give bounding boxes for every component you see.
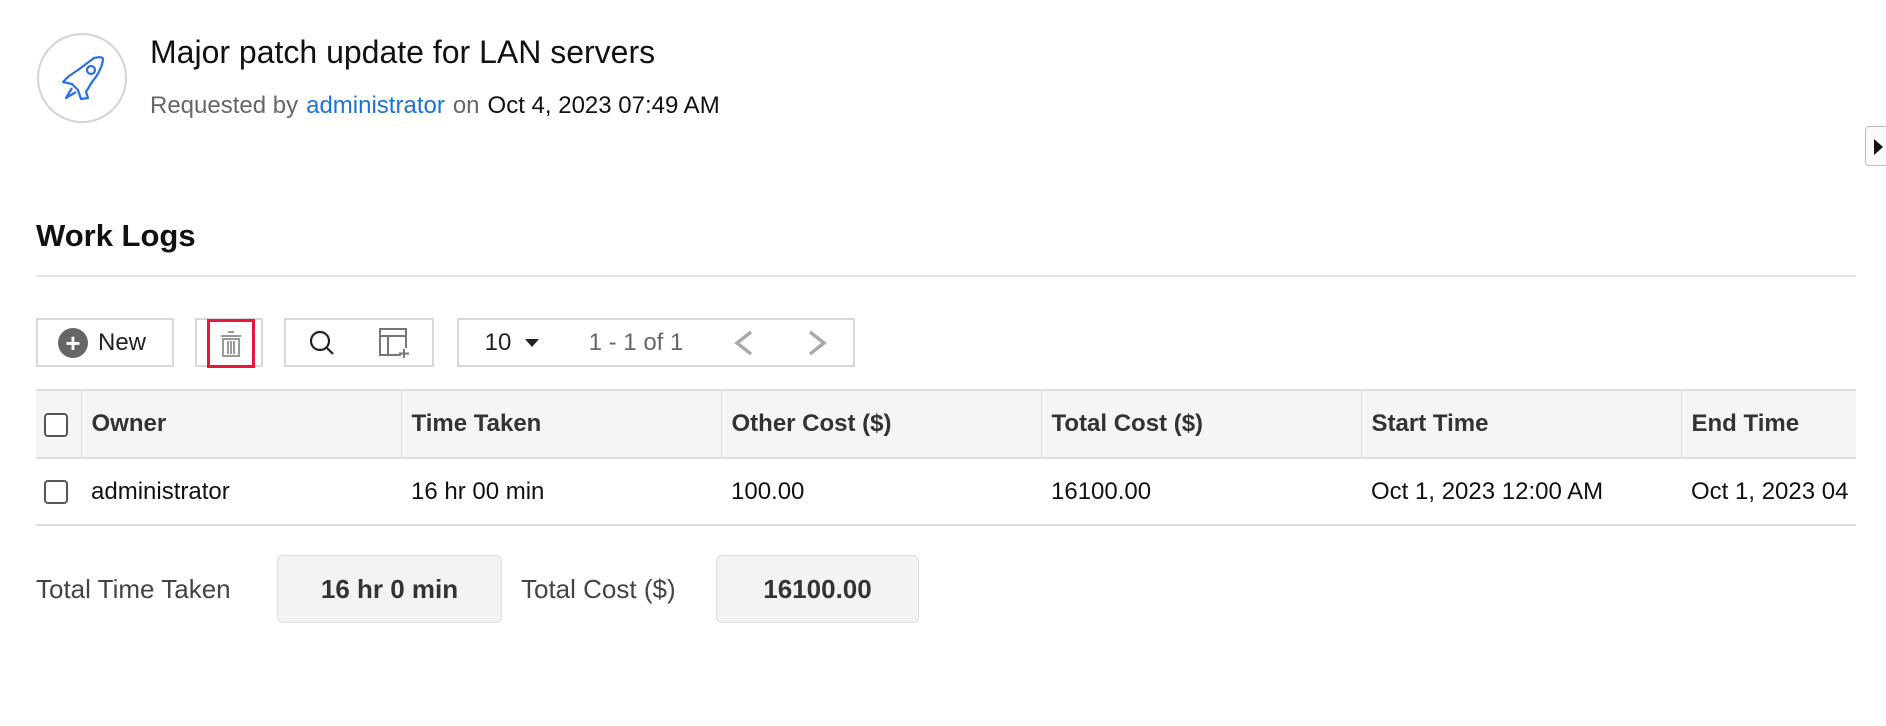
- total-time-value: 16 hr 0 min: [277, 555, 502, 623]
- chevron-right-icon: [808, 330, 827, 355]
- divider: [36, 275, 1856, 277]
- select-all-checkbox[interactable]: [44, 412, 68, 437]
- request-icon-avatar: [37, 33, 127, 123]
- delete-button-group: [195, 318, 263, 368]
- column-header-other-cost[interactable]: Other Cost ($): [721, 389, 1042, 459]
- side-panel-toggle[interactable]: [1865, 126, 1886, 166]
- on-label: on: [452, 92, 480, 119]
- row-checkbox[interactable]: [44, 480, 68, 505]
- total-time-label: Total Time Taken: [36, 574, 231, 604]
- total-cost-value: 16100.00: [716, 555, 919, 623]
- cell-total-cost: 16100.00: [1041, 458, 1361, 526]
- column-header-owner[interactable]: Owner: [81, 389, 402, 459]
- table-row[interactable]: administrator 16 hr 00 min 100.00 16100.…: [36, 458, 1856, 526]
- row-select-cell: [36, 458, 81, 526]
- cell-time-taken: 16 hr 00 min: [401, 458, 721, 526]
- cell-start-time: Oct 1, 2023 12:00 AM: [1361, 458, 1681, 526]
- previous-page-button[interactable]: [707, 318, 783, 367]
- requester-link[interactable]: administrator: [306, 92, 445, 119]
- page-title: Major patch update for LAN servers: [150, 34, 656, 70]
- select-all-cell: [36, 389, 82, 459]
- rocket-icon: [61, 56, 105, 101]
- request-meta: Requested by administrator on Oct 4, 2023 0…: [150, 92, 720, 120]
- requested-by-label: Requested by: [150, 92, 299, 119]
- column-chooser-button[interactable]: [358, 318, 434, 367]
- cell-end-time: Oct 1, 2023 04: [1681, 458, 1856, 526]
- request-date: Oct 4, 2023 07:49 AM: [487, 92, 720, 119]
- per-page-select[interactable]: 10: [457, 318, 567, 367]
- page-info: 1 - 1 of 1: [565, 318, 709, 367]
- section-title: Work Logs: [36, 218, 196, 253]
- plus-circle-icon: +: [58, 327, 88, 358]
- cell-owner: administrator: [81, 458, 401, 526]
- per-page-value: 10: [484, 328, 512, 356]
- cell-other-cost: 100.00: [721, 458, 1041, 526]
- next-page-button[interactable]: [781, 318, 855, 367]
- trash-icon: [221, 330, 241, 357]
- chevron-left-icon: [734, 330, 753, 355]
- column-header-end-time[interactable]: End Time: [1681, 389, 1856, 459]
- new-worklog-button[interactable]: + New: [36, 318, 174, 367]
- chevron-down-icon: [525, 338, 540, 347]
- search-button[interactable]: [284, 318, 360, 367]
- new-label: New: [98, 328, 147, 356]
- column-header-total-cost[interactable]: Total Cost ($): [1041, 389, 1362, 459]
- column-header-time-taken[interactable]: Time Taken: [401, 389, 722, 459]
- column-header-start-time[interactable]: Start Time: [1361, 389, 1682, 459]
- table-add-column-icon: [379, 327, 409, 358]
- table-header-row: Owner Time Taken Other Cost ($) Total Co…: [36, 389, 1856, 459]
- total-cost-label: Total Cost ($): [521, 574, 676, 604]
- search-icon: [309, 330, 334, 355]
- worklogs-table: Owner Time Taken Other Cost ($) Total Co…: [36, 389, 1856, 526]
- delete-button[interactable]: [207, 319, 255, 368]
